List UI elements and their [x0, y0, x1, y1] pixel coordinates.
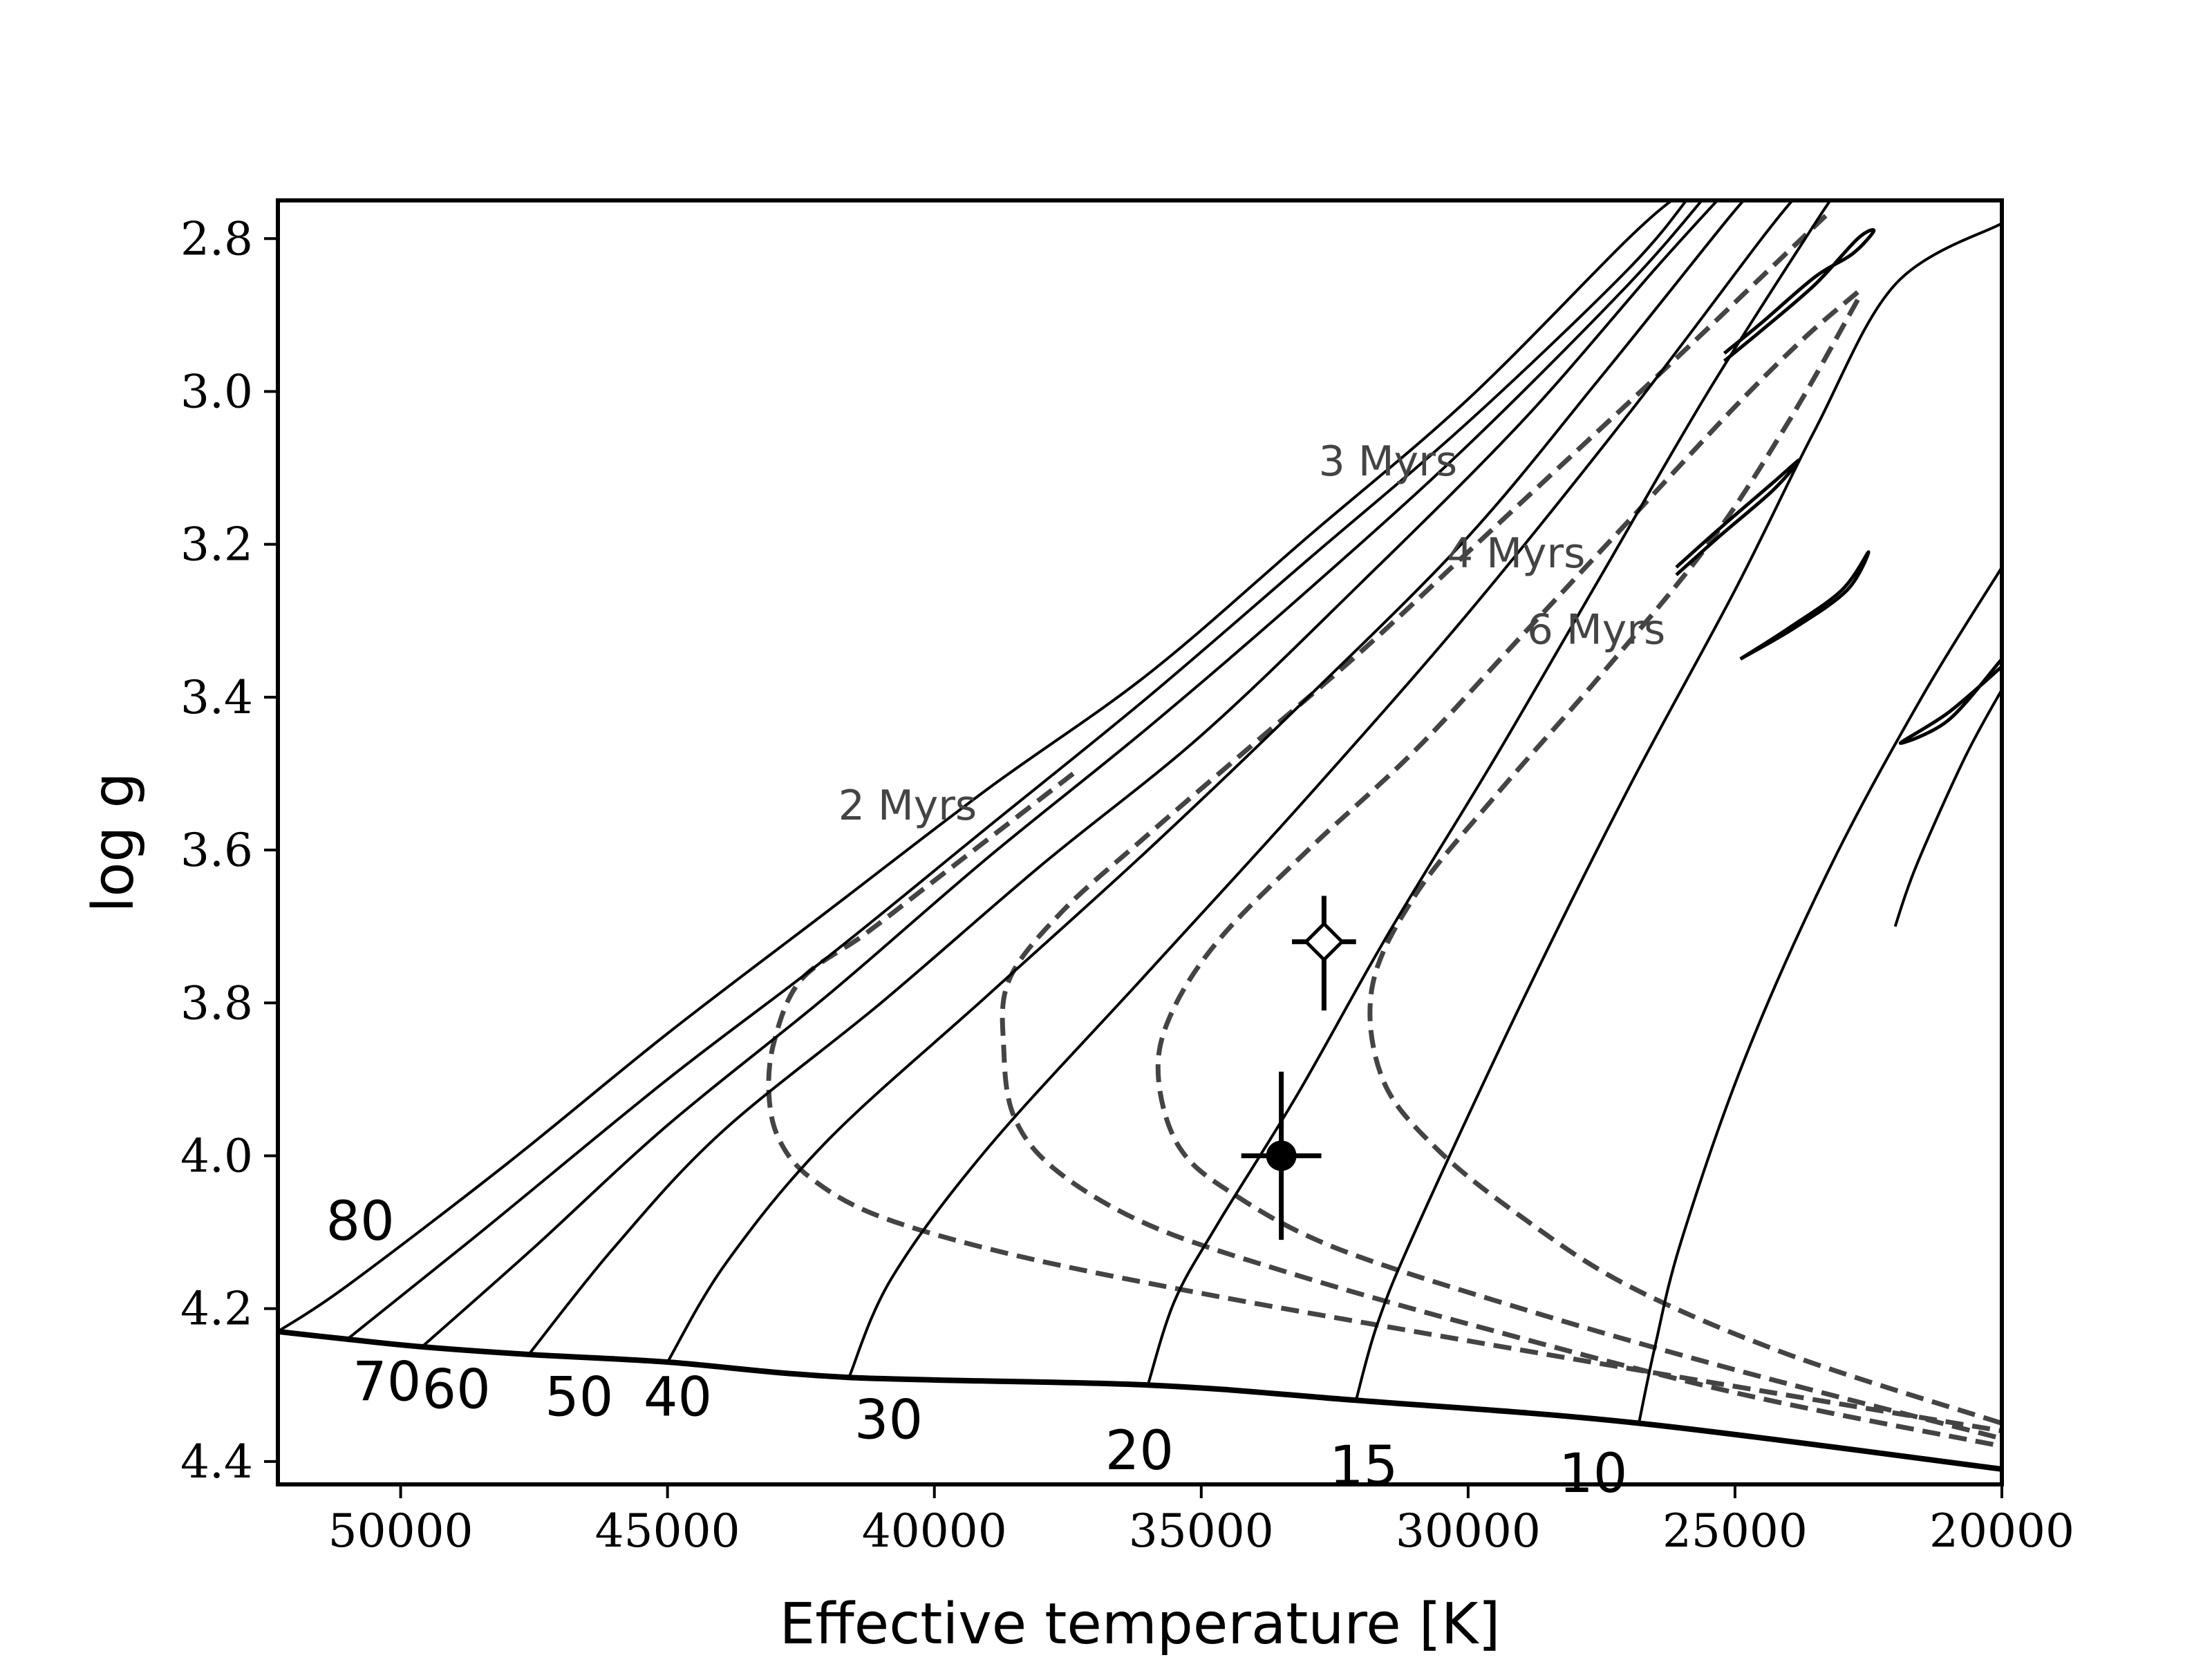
mass-label: 30 [854, 1390, 923, 1452]
track-line-15 [1354, 222, 2002, 1401]
track-loop-4 [1898, 657, 2002, 745]
x-tick-label: 35000 [1129, 1504, 1274, 1558]
y-tick-label: 4.4 [180, 1435, 253, 1489]
isochrone-label: 3 Myrs [1319, 437, 1457, 486]
y-tick-label: 3.0 [180, 365, 253, 418]
track-loop-2 [1675, 458, 1801, 576]
track-line-60 [421, 200, 1704, 1348]
x-axis-title: Effective temperature [K] [779, 1592, 1500, 1657]
axes-frame [276, 198, 2004, 1486]
track-line-30 [847, 200, 1794, 1378]
x-tick-label: 45000 [595, 1504, 740, 1558]
isochrone-label: 6 Myrs [1527, 605, 1665, 654]
axes: 50000 45000 40000 35000 30000 25000 20000 2.8 3.… [180, 198, 2074, 1558]
y-tick-label: 3.6 [180, 824, 253, 877]
mass-label: 70 [353, 1351, 421, 1413]
isochrone-line-2 [1000, 214, 2002, 1449]
track-loop-3 [1739, 550, 1871, 661]
mass-label: 10 [1559, 1443, 1627, 1505]
track-line-extra-9 [1893, 688, 2002, 927]
x-tick-label: 30000 [1396, 1504, 1541, 1558]
annotations: 2 Myrs 3 Myrs 4 Myrs 6 Myrs 80 70 60 50 40 30 20 15… [326, 437, 1665, 1505]
y-axis-title: log g [81, 772, 147, 912]
mass-label: 40 [644, 1366, 712, 1428]
plot-area [278, 200, 2002, 1472]
mass-label: 20 [1105, 1420, 1174, 1482]
y-tick-label: 4.0 [180, 1129, 253, 1182]
x-tick-label: 50000 [328, 1504, 474, 1558]
mass-label: 60 [422, 1359, 490, 1421]
circle-marker [1266, 1140, 1297, 1171]
observed-point-open-diamond [1292, 896, 1356, 1011]
zams-line [278, 1328, 2002, 1472]
track-line-70 [346, 200, 1688, 1341]
isochrone-line-1 [766, 771, 2002, 1434]
isochrone-label: 2 Myrs [838, 782, 977, 830]
track-line-50 [527, 200, 1720, 1356]
observed-point-filled-circle [1241, 1071, 1322, 1240]
y-tick-label: 4.2 [180, 1283, 253, 1336]
y-tick-label: 3.4 [180, 671, 253, 724]
diamond-marker [1303, 921, 1344, 963]
mass-label: 15 [1329, 1435, 1398, 1498]
mass-label: 80 [326, 1191, 394, 1253]
track-line-80 [278, 200, 1674, 1333]
mass-label: 50 [545, 1366, 613, 1428]
isochrone-label: 4 Myrs [1447, 529, 1585, 578]
x-tick-label: 25000 [1662, 1504, 1808, 1558]
track-loop-1 [1723, 228, 1876, 363]
y-tick-label: 3.8 [180, 976, 253, 1030]
track-line-40 [666, 200, 1746, 1363]
y-tick-label: 2.8 [180, 212, 253, 265]
y-tick-label: 3.2 [180, 518, 253, 572]
x-tick-label: 40000 [862, 1504, 1007, 1558]
x-tick-label: 20000 [1929, 1504, 2074, 1558]
track-line-10 [1637, 566, 2002, 1424]
